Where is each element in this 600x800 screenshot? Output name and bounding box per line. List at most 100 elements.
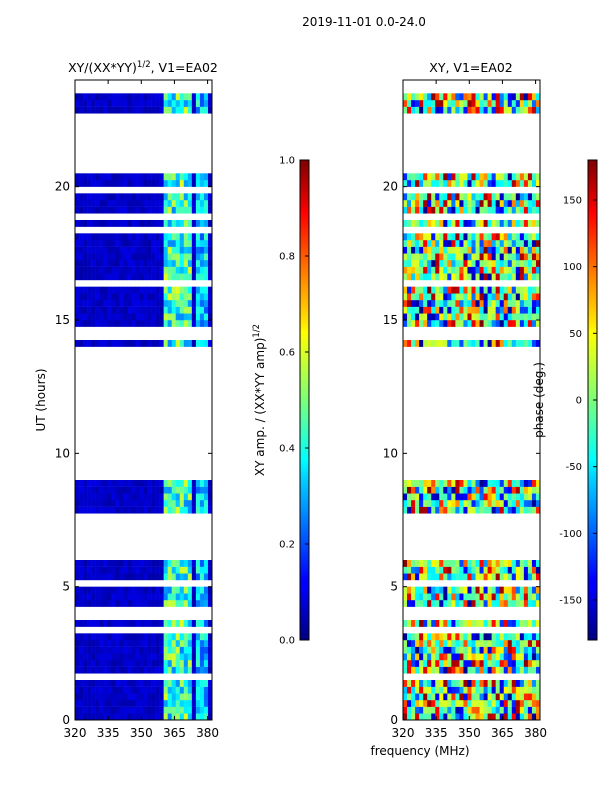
heatmap-cell <box>439 300 444 307</box>
heatmap-cell <box>495 506 501 514</box>
heatmap-cell <box>143 233 148 241</box>
heatmap-cell <box>83 706 88 714</box>
heatmap-cell <box>479 573 484 581</box>
heatmap-cell <box>431 700 436 707</box>
heatmap-cell <box>459 173 464 181</box>
heatmap-cell <box>491 253 496 261</box>
heatmap-cell <box>423 206 428 214</box>
heatmap-cell <box>187 300 193 307</box>
heatmap-cell <box>179 246 185 254</box>
heatmap-cell <box>207 313 213 321</box>
heatmap-cell <box>427 640 432 647</box>
heatmap-cell <box>407 100 412 107</box>
heatmap-cell <box>439 486 444 494</box>
heatmap-cell <box>499 713 505 721</box>
heatmap-cell <box>123 493 128 501</box>
heatmap-cell <box>147 106 152 114</box>
heatmap-cell <box>95 653 100 661</box>
heatmap-cell <box>123 106 128 114</box>
heatmap-cell <box>411 666 416 674</box>
heatmap-cell <box>487 560 492 567</box>
heatmap-cell <box>415 486 420 494</box>
heatmap-cell <box>527 560 533 567</box>
heatmap-cell <box>111 660 116 667</box>
heatmap-cell <box>455 480 460 487</box>
heatmap-cell <box>111 313 116 321</box>
heatmap-cell <box>107 493 112 501</box>
heatmap-cell <box>467 246 472 254</box>
heatmap-cell <box>207 653 213 661</box>
heatmap-cell <box>195 600 201 607</box>
heatmap-cell <box>511 240 517 247</box>
heatmap-cell <box>87 486 92 494</box>
heatmap-cell <box>467 500 472 507</box>
heatmap-cell <box>171 593 177 601</box>
heatmap-cell <box>455 313 460 321</box>
heatmap-cell <box>419 180 424 187</box>
heatmap-cell <box>195 220 201 227</box>
heatmap-cell <box>183 293 189 301</box>
heatmap-cell <box>495 486 501 494</box>
heatmap-cell <box>451 240 456 247</box>
heatmap-cell <box>495 306 501 314</box>
heatmap-cell <box>515 246 521 254</box>
heatmap-cell <box>411 193 416 201</box>
heatmap-cell <box>403 313 408 321</box>
heatmap-cell <box>475 586 480 594</box>
heatmap-cell <box>203 653 209 661</box>
heatmap-cell <box>139 480 144 487</box>
heatmap-cell <box>403 233 408 241</box>
heatmap-cell <box>163 680 168 687</box>
heatmap-cell <box>423 93 428 101</box>
heatmap-cell <box>183 666 189 674</box>
heatmap-cell <box>143 500 148 507</box>
heatmap-cell <box>519 93 525 101</box>
heatmap-cell <box>415 713 420 721</box>
heatmap-cell <box>155 560 160 567</box>
heatmap-cell <box>207 260 213 267</box>
heatmap-cell <box>415 260 420 267</box>
heatmap-cell <box>115 340 120 347</box>
heatmap-cell <box>151 260 156 267</box>
heatmap-cell <box>443 573 448 581</box>
heatmap-cell <box>155 293 160 301</box>
heatmap-cell <box>451 586 456 594</box>
heatmap-cell <box>479 320 484 327</box>
heatmap-cell <box>119 700 124 707</box>
heatmap-cell <box>511 493 517 501</box>
heatmap-cell <box>459 713 464 721</box>
heatmap-cell <box>511 486 517 494</box>
colorbar-tick-label: 150 <box>563 196 582 207</box>
heatmap-cell <box>79 260 84 267</box>
heatmap-cell <box>479 293 484 301</box>
heatmap-cell <box>91 600 96 607</box>
heatmap-cell <box>415 200 420 207</box>
heatmap-cell <box>451 646 456 654</box>
heatmap-cell <box>99 586 104 594</box>
heatmap-cell <box>507 253 513 261</box>
heatmap-cell <box>135 706 140 714</box>
heatmap-cell <box>447 653 452 661</box>
colorbar-tick-label: 1.0 <box>279 156 295 167</box>
heatmap-cell <box>179 586 185 594</box>
heatmap-cell <box>487 180 492 187</box>
heatmap-cell <box>183 193 189 201</box>
heatmap-cell <box>131 313 136 321</box>
heatmap-cell <box>475 93 480 101</box>
heatmap-cell <box>91 246 96 254</box>
heatmap-cell <box>435 506 440 514</box>
heatmap-cell <box>491 666 496 674</box>
heatmap-cell <box>111 586 116 594</box>
heatmap-cell <box>431 660 436 667</box>
heatmap-cell <box>183 233 189 241</box>
heatmap-cell <box>431 293 436 301</box>
heatmap-cell <box>207 593 213 601</box>
heatmap-cell <box>143 220 148 227</box>
heatmap-cell <box>523 653 529 661</box>
heatmap-cell <box>511 640 517 647</box>
heatmap-cell <box>83 666 88 674</box>
heatmap-cell <box>183 500 189 507</box>
heatmap-cell <box>155 180 160 187</box>
heatmap-cell <box>167 706 173 714</box>
heatmap-cell <box>147 180 152 187</box>
